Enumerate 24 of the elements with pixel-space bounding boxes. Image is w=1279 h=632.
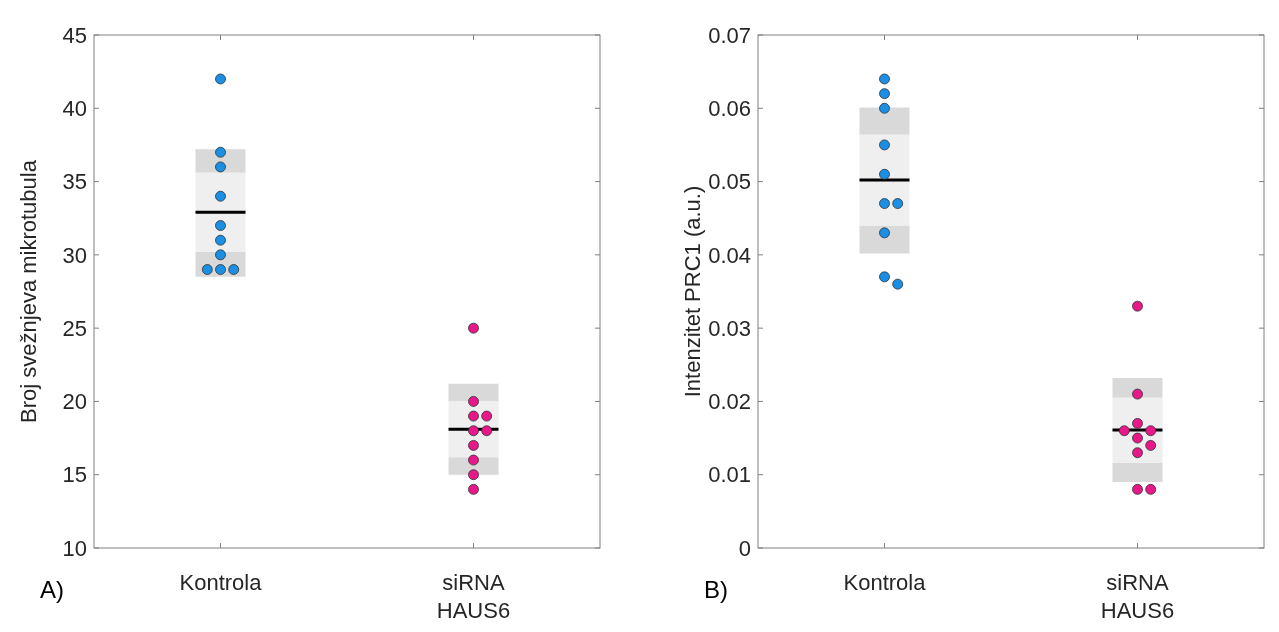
y-tick-label: 0.02: [708, 389, 751, 415]
text: B): [704, 576, 728, 603]
y-tick-label: 25: [62, 315, 87, 341]
y-tick-label: 0.04: [708, 242, 751, 268]
y-tick-label: 0.03: [708, 315, 751, 341]
y-tick-label: 0.01: [708, 462, 751, 488]
x-tick-label: Kontrola: [179, 570, 263, 595]
y-axis-title: Intenzitet PRC1 (a.u.): [680, 185, 705, 398]
y-tick-label: 20: [62, 389, 87, 415]
y-tick-label: 0: [738, 535, 751, 561]
y-tick-label: 45: [62, 22, 87, 48]
y-tick-label: 10: [62, 535, 87, 561]
y-tick-label: 0.05: [708, 169, 751, 195]
text: A): [40, 576, 64, 603]
x-tick-label: siRNA HAUS6: [436, 570, 511, 623]
y-tick-label: 40: [62, 95, 87, 121]
x-tick-label: siRNA HAUS6: [1100, 570, 1175, 623]
x-tick-label: Kontrola: [843, 570, 927, 595]
y-tick-label: 0.06: [708, 95, 751, 121]
y-axis-title: Broj svežnjeva mikrotubula: [16, 159, 41, 423]
y-tick-label: 35: [62, 169, 87, 195]
y-tick-label: 30: [62, 242, 87, 268]
y-tick-label: 0.07: [708, 22, 751, 48]
y-tick-label: 15: [62, 462, 87, 488]
